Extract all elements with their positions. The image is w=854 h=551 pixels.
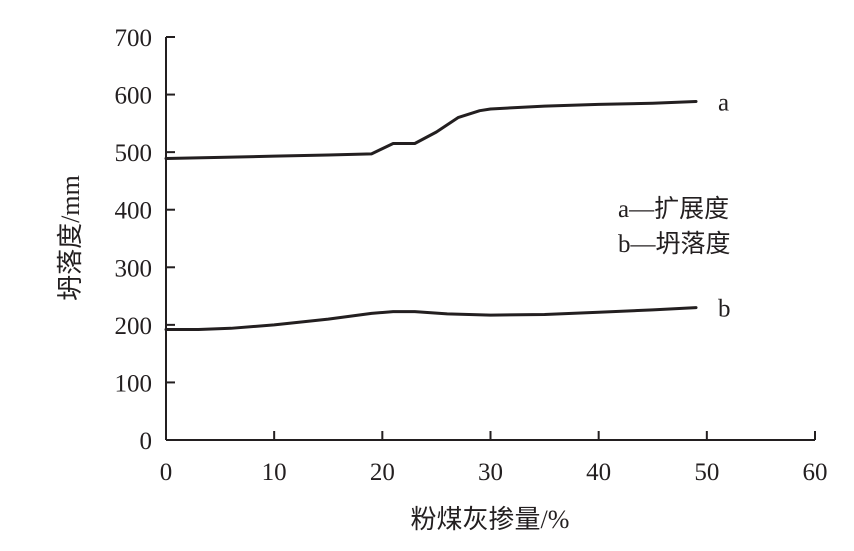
series-label-b: b (718, 296, 731, 323)
x-tick-label: 60 (803, 459, 828, 486)
x-tick-label: 0 (160, 459, 173, 486)
y-tick-label: 100 (115, 370, 153, 397)
legend-entry-b: b—坍落度 (618, 230, 731, 258)
series-line-a (164, 99, 698, 160)
x-tick-label: 30 (478, 459, 503, 486)
x-tick-label: 50 (694, 459, 719, 486)
y-tick-label: 200 (115, 313, 153, 340)
y-axis-ticks: 0 100 200 300 400 500 600 700 (115, 25, 175, 455)
series-line-b (164, 306, 698, 331)
y-tick-label: 500 (115, 140, 153, 167)
y-tick-label: 0 (140, 428, 153, 455)
x-tick-label: 40 (586, 459, 611, 486)
series-labels: ab (718, 89, 731, 322)
y-tick-label: 700 (115, 25, 153, 52)
y-tick-label: 300 (115, 255, 153, 282)
legend-entry-a: a—扩展度 (618, 195, 729, 223)
y-tick-label: 400 (115, 198, 153, 225)
legend: a—扩展度 b—坍落度 (618, 195, 731, 258)
series-lines (164, 99, 698, 331)
x-axis-ticks: 0 10 20 30 40 50 60 (160, 431, 828, 486)
x-tick-label: 20 (370, 459, 395, 486)
y-tick-label: 600 (115, 83, 153, 110)
x-axis-title: 粉煤灰掺量/% (411, 505, 570, 534)
x-tick-label: 10 (262, 459, 287, 486)
y-axis-title: 坍落度/mm (56, 175, 85, 301)
series-label-a: a (718, 89, 729, 116)
